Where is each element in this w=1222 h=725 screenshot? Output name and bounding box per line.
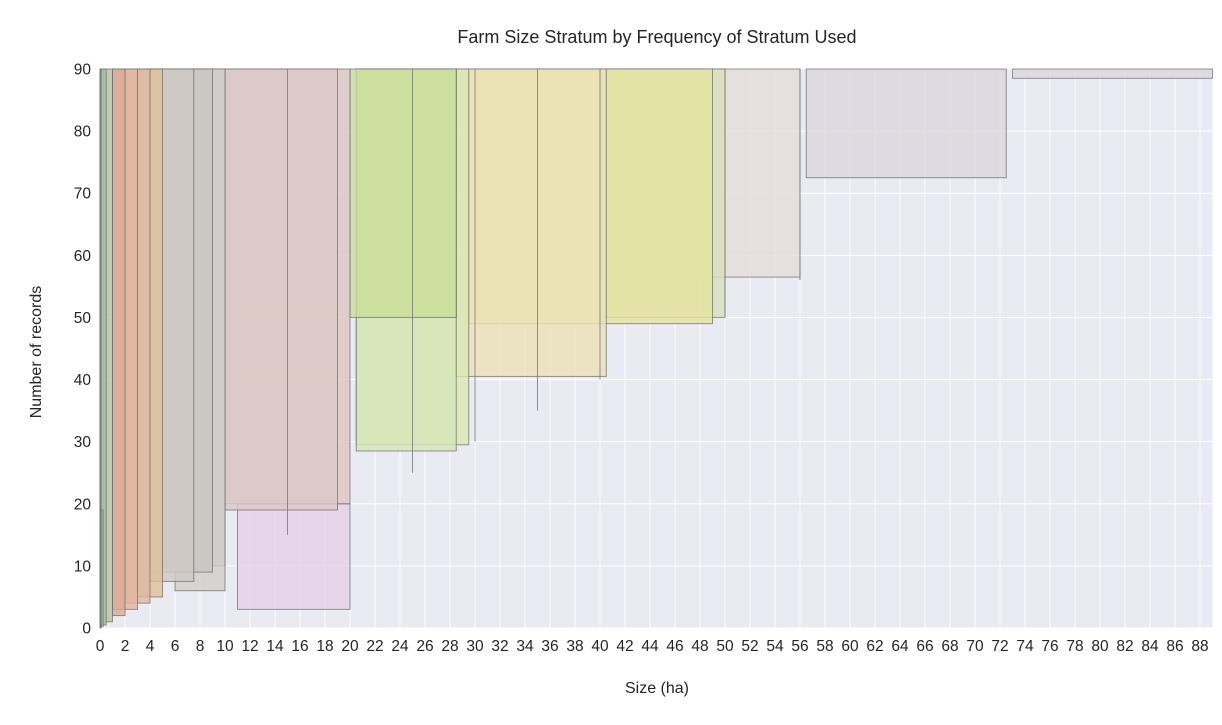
x-tick-label: 4 [146, 638, 155, 655]
x-tick-label: 34 [516, 638, 534, 655]
x-tick-label: 46 [666, 638, 683, 655]
y-tick-label: 0 [82, 621, 91, 638]
x-tick-label: 0 [96, 638, 105, 655]
data-rect [349, 68, 457, 318]
x-tick-label: 76 [1041, 638, 1058, 655]
data-rect [112, 68, 126, 617]
x-tick-label: 48 [691, 638, 708, 655]
x-tick-label: 28 [441, 638, 458, 655]
data-rect [805, 68, 1007, 179]
x-tick-label: 80 [1091, 638, 1109, 655]
x-tick-label: 14 [266, 638, 284, 655]
y-axis-title: Number of records [28, 286, 45, 419]
y-tick-label: 80 [74, 124, 92, 141]
x-tick-label: 32 [491, 638, 508, 655]
y-tick-label: 60 [74, 248, 92, 265]
x-tick-label: 66 [916, 638, 933, 655]
x-tick-label: 56 [791, 638, 808, 655]
y-tick-label: 30 [74, 434, 92, 451]
x-tick-label: 70 [966, 638, 984, 655]
x-tick-label: 86 [1166, 638, 1183, 655]
y-tick-label: 40 [74, 372, 92, 389]
x-tick-label: 16 [291, 638, 308, 655]
x-axis-title: Size (ha) [625, 680, 689, 697]
x-tick-label: 62 [866, 638, 883, 655]
data-rect [1012, 68, 1213, 79]
data-rectangles [99, 68, 1213, 629]
x-tick-label: 82 [1116, 638, 1133, 655]
x-tick-label: 60 [841, 638, 859, 655]
data-rect [237, 503, 351, 610]
data-rect [224, 68, 338, 511]
x-tick-label: 24 [391, 638, 409, 655]
data-rect [99, 68, 102, 629]
x-tick-label: 40 [591, 638, 609, 655]
x-tick-label: 36 [541, 638, 558, 655]
x-tick-label: 72 [991, 638, 1008, 655]
x-tick-label: 12 [241, 638, 258, 655]
x-tick-label: 58 [816, 638, 833, 655]
x-tick-label: 42 [616, 638, 633, 655]
y-tick-label: 10 [74, 558, 92, 575]
y-tick-label: 70 [74, 186, 92, 203]
x-tick-label: 2 [121, 638, 130, 655]
reference-lines [287, 69, 801, 535]
x-tick-label: 68 [941, 638, 958, 655]
x-tick-label: 64 [891, 638, 909, 655]
x-tick-label: 38 [566, 638, 583, 655]
x-tick-label: 6 [171, 638, 180, 655]
x-tick-label: 78 [1066, 638, 1083, 655]
y-tick-label: 90 [74, 62, 92, 79]
x-tick-label: 26 [416, 638, 433, 655]
x-tick-label: 44 [641, 638, 659, 655]
x-tick-label: 20 [341, 638, 359, 655]
x-tick-label: 30 [466, 638, 484, 655]
x-tick-label: 8 [196, 638, 205, 655]
data-rect [455, 68, 607, 377]
x-tick-label: 88 [1191, 638, 1208, 655]
x-tick-label: 18 [316, 638, 333, 655]
y-tick-label: 50 [74, 310, 92, 327]
x-tick-label: 74 [1016, 638, 1034, 655]
x-tick-label: 50 [716, 638, 734, 655]
x-tick-labels: 0 2 4 6 8 10 12 14 16 18 20 22 24 26 28 30 32 34 36 38 40 42 4… [96, 638, 1209, 655]
chart-title: Farm Size Stratum by Frequency of Stratu… [457, 27, 856, 47]
y-tick-label: 20 [74, 496, 92, 513]
x-tick-label: 22 [366, 638, 383, 655]
x-tick-label: 54 [766, 638, 784, 655]
x-tick-label: 84 [1141, 638, 1159, 655]
y-tick-labels: 0 10 20 30 40 50 60 70 80 90 [74, 62, 92, 638]
x-tick-label: 52 [741, 638, 758, 655]
x-tick-label: 10 [216, 638, 234, 655]
